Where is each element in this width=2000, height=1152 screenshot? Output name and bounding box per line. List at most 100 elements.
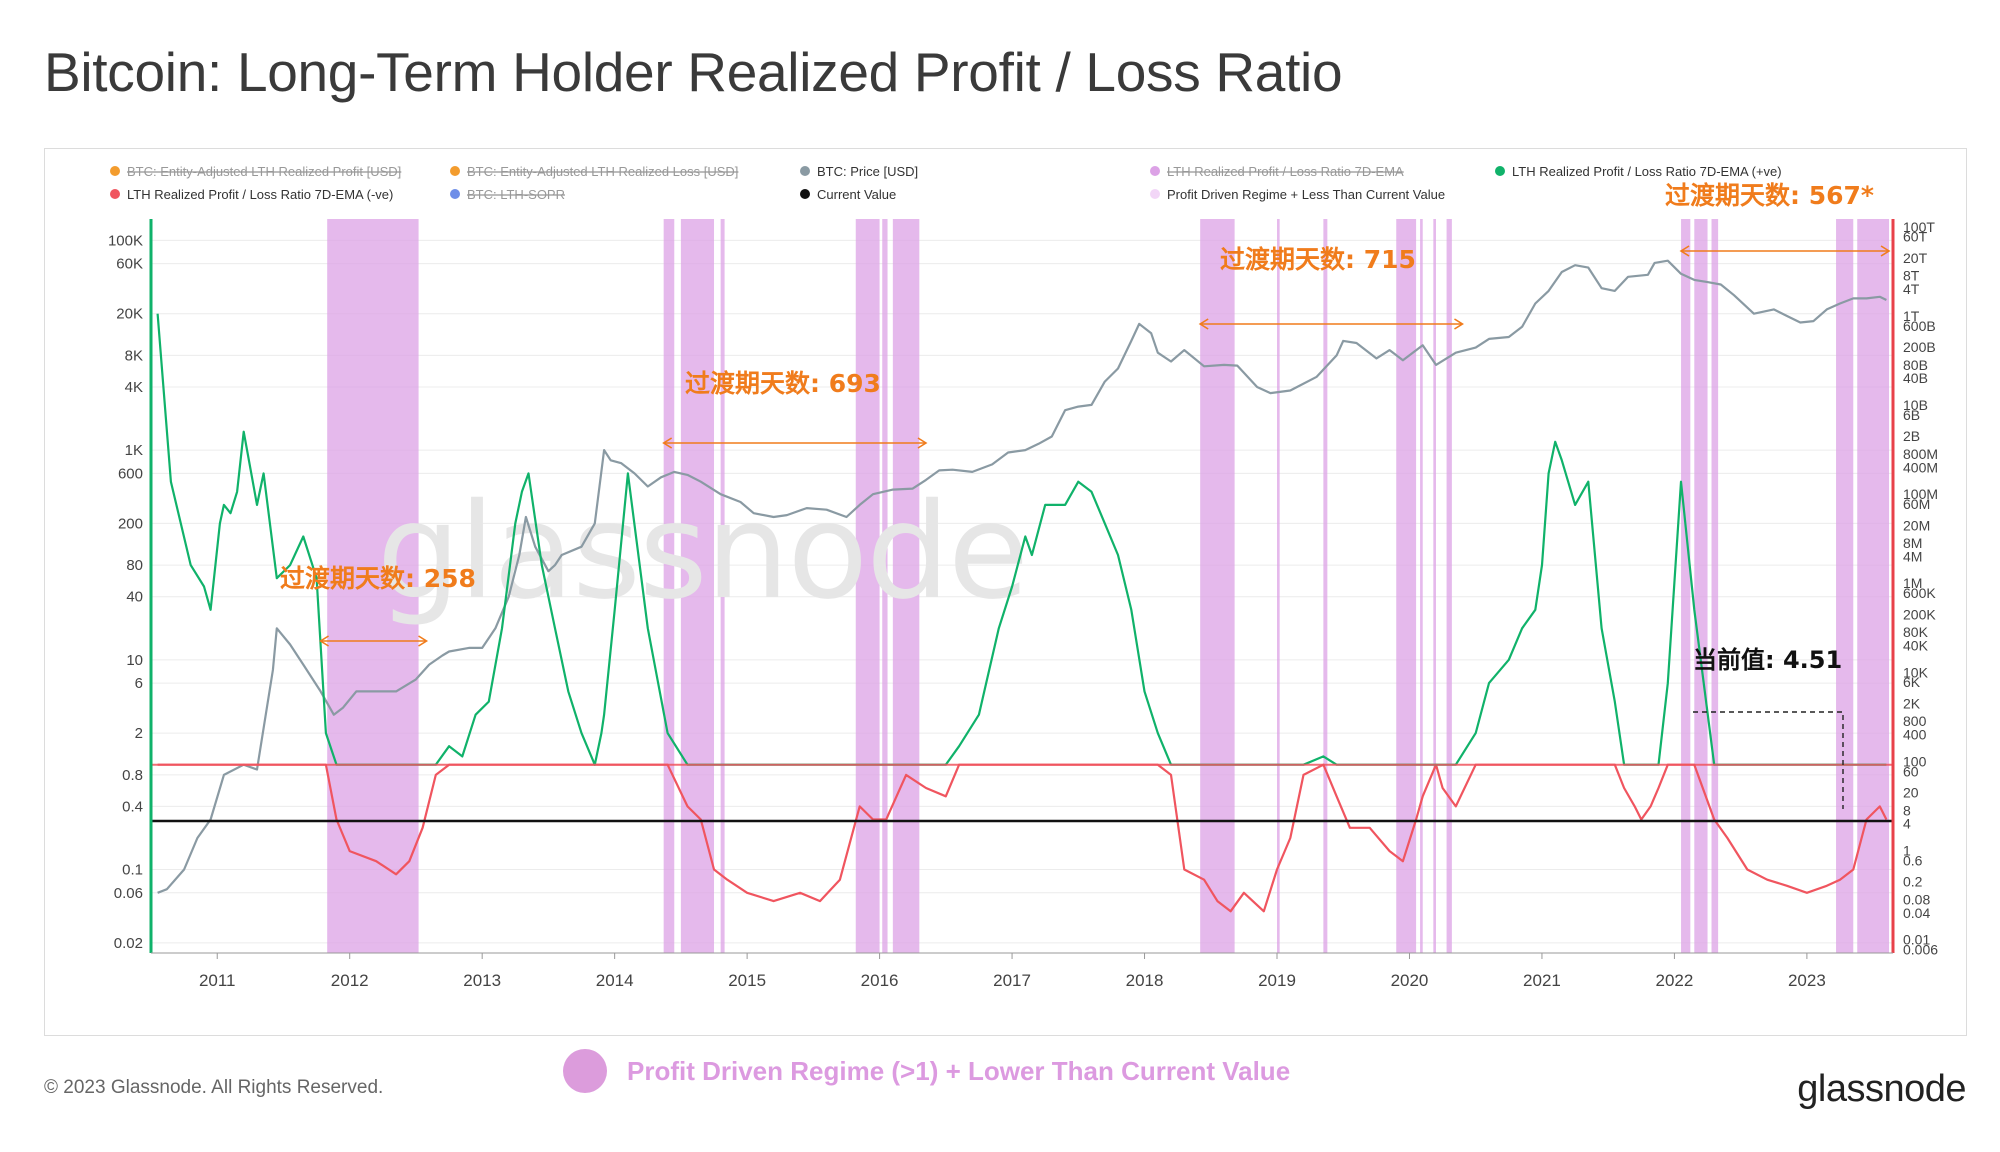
y-right-tick-label: 60M <box>1903 496 1930 512</box>
transition-period-label: 过渡期天数: 258 <box>280 564 476 593</box>
arrow-head-left <box>1198 318 1209 330</box>
y-left-tick-label: 8K <box>125 347 143 364</box>
arrow-head-left <box>319 635 329 647</box>
y-right-tick-label: 8M <box>1903 535 1922 551</box>
arrow-head-right <box>917 437 928 449</box>
arrow-head-right <box>418 635 429 647</box>
regime-band <box>1681 219 1691 953</box>
y-right-tick-label: 60T <box>1903 229 1928 245</box>
x-tick-label: 2012 <box>331 971 369 990</box>
arrow-head-left <box>1679 245 1690 257</box>
y-right-tick-label: 0.04 <box>1903 905 1930 921</box>
y-right-tick-label: 2K <box>1903 695 1921 711</box>
y-right-tick-label: 40B <box>1903 370 1928 386</box>
x-tick-label: 2015 <box>728 971 766 990</box>
y-right-tick-label: 40K <box>1903 637 1929 653</box>
y-left-tick-label: 0.06 <box>114 885 143 902</box>
x-tick-label: 2011 <box>199 971 236 990</box>
x-tick-label: 2023 <box>1788 971 1826 990</box>
y-left-tick-label: 0.1 <box>122 862 143 879</box>
price-line <box>157 259 1887 894</box>
y-right-tick-label: 4T <box>1903 281 1920 297</box>
regime-band <box>1420 219 1423 953</box>
regime-band <box>1711 219 1719 953</box>
arrow-head-left <box>662 437 673 449</box>
current-value-callout <box>1693 711 1844 809</box>
y-right-tick-label: 100T <box>1903 219 1935 235</box>
y-right-tick-label: 80K <box>1903 624 1929 640</box>
legend-label: LTH Realized Profit / Loss Ratio 7D-EMA … <box>127 187 393 202</box>
regime-legend-swatch <box>563 1049 607 1093</box>
glassnode-logo: glassnode <box>1797 1068 1966 1110</box>
y-left-tick-label: 4K <box>125 379 143 396</box>
regime-band <box>1433 219 1436 953</box>
y-right-tick-label: 1M <box>1903 575 1922 591</box>
y-right-tick-label: 2B <box>1903 428 1920 444</box>
y-left-tick-label: 20K <box>116 306 143 323</box>
x-tick-label: 2014 <box>596 971 634 990</box>
y-right-tick-label: 1T <box>1903 308 1920 324</box>
regime-legend-label: Profit Driven Regime (>1) + Lower Than C… <box>627 1055 1291 1086</box>
y-left-tick-label: 60K <box>116 256 143 273</box>
regime-band <box>882 219 888 953</box>
y-right-tick-label: 10K <box>1903 664 1929 680</box>
arrow-head-right <box>1454 318 1464 330</box>
transition-period-label: 过渡期天数: 715 <box>1220 245 1416 274</box>
y-right-tick-label: 0.006 <box>1903 941 1938 957</box>
legend-swatch <box>1495 166 1505 176</box>
regime-band <box>680 219 715 953</box>
y-left-tick-label: 40 <box>126 589 143 606</box>
y-right-tick-label: 600B <box>1903 318 1936 334</box>
y-left-tick-label: 100K <box>108 232 143 249</box>
legend-label: LTH Realized Profit / Loss Ratio 7D-EMA <box>1167 164 1404 179</box>
legend-swatch <box>450 189 460 199</box>
regime-band <box>1323 219 1328 953</box>
y-right-tick-label: 4M <box>1903 548 1922 564</box>
y-right-tick-label: 80B <box>1903 357 1928 373</box>
y-left-tick-label: 600 <box>118 465 143 482</box>
y-right-tick-label: 6B <box>1903 407 1920 423</box>
y-right-tick-label: 6K <box>1903 674 1921 690</box>
regime-band <box>1200 219 1235 953</box>
y-left-tick-label: 200 <box>118 515 143 532</box>
y-right-tick-label: 8T <box>1903 268 1920 284</box>
legend-swatch <box>110 166 120 176</box>
legend-label: BTC: Entity-Adjusted LTH Realized Loss [… <box>467 164 738 179</box>
legend-swatch <box>800 189 810 199</box>
y-right-tick-label: 1 <box>1903 842 1911 858</box>
y-right-tick-label: 0.2 <box>1903 874 1923 890</box>
legend-swatch <box>800 166 810 176</box>
legend-label: BTC: Entity-Adjusted LTH Realized Profit… <box>127 164 401 179</box>
x-tick-label: 2017 <box>993 971 1031 990</box>
regime-band <box>892 219 920 953</box>
legend-label: Profit Driven Regime + Less Than Current… <box>1167 187 1445 202</box>
y-right-tick-label: 800M <box>1903 446 1938 462</box>
x-tick-label: 2019 <box>1258 971 1296 990</box>
legend-swatch <box>1150 166 1160 176</box>
x-tick-label: 2013 <box>463 971 501 990</box>
y-right-tick-label: 200B <box>1903 339 1936 355</box>
legend-swatch <box>450 166 460 176</box>
y-left-tick-label: 10 <box>126 652 143 669</box>
legend-swatch <box>110 189 120 199</box>
y-right-tick-label: 60 <box>1903 763 1919 779</box>
y-right-tick-label: 0.6 <box>1903 852 1923 868</box>
transition-period-label: 过渡期天数: 693 <box>685 369 881 398</box>
legend-label: BTC: Price [USD] <box>817 164 918 179</box>
y-left-tick-label: 0.8 <box>122 767 143 784</box>
y-right-tick-label: 20M <box>1903 517 1930 533</box>
y-right-tick-label: 20 <box>1903 785 1919 801</box>
chart-svg: glassnode100K60K20K8K4K1K600200804010620… <box>108 164 1938 990</box>
x-tick-label: 2021 <box>1523 971 1561 990</box>
legend-label: LTH Realized Profit / Loss Ratio 7D-EMA … <box>1512 164 1782 179</box>
y-right-tick-label: 20T <box>1903 250 1928 266</box>
x-tick-label: 2016 <box>861 971 899 990</box>
y-right-tick-label: 4 <box>1903 816 1911 832</box>
regime-band <box>855 219 880 953</box>
x-tick-label: 2020 <box>1391 971 1429 990</box>
y-right-tick-label: 800 <box>1903 713 1927 729</box>
y-right-tick-label: 400 <box>1903 727 1927 743</box>
regime-band <box>720 219 725 953</box>
y-right-tick-label: 100 <box>1903 753 1927 769</box>
current-value-label: 当前值: 4.51 <box>1693 646 1842 674</box>
